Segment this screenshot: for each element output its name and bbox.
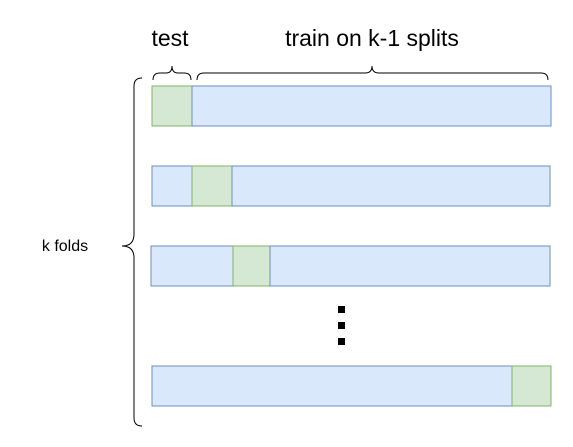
folds-label: k folds	[42, 238, 88, 255]
fold-3-train-segment-right	[269, 245, 551, 287]
fold-3-train-segment-left	[150, 245, 234, 287]
ellipsis-icon	[338, 306, 345, 345]
fold-k-test-segment	[511, 365, 552, 407]
fold-2-test-segment	[191, 165, 233, 207]
fold-row-3	[150, 245, 551, 287]
train-brace	[196, 65, 549, 81]
fold-3-test-segment	[232, 245, 271, 287]
train-label: train on k-1 splits	[285, 25, 459, 51]
test-brace	[152, 65, 192, 81]
folds-brace	[121, 77, 143, 427]
fold-1-test-segment	[151, 85, 193, 127]
fold-row-2	[151, 165, 551, 207]
fold-1-train-segment	[191, 85, 552, 127]
fold-row-k	[151, 365, 552, 407]
fold-k-train-segment	[151, 365, 513, 407]
fold-2-train-segment-left	[151, 165, 193, 207]
test-label: test	[151, 25, 189, 51]
fold-2-train-segment-right	[231, 165, 551, 207]
fold-row-1	[151, 85, 552, 127]
